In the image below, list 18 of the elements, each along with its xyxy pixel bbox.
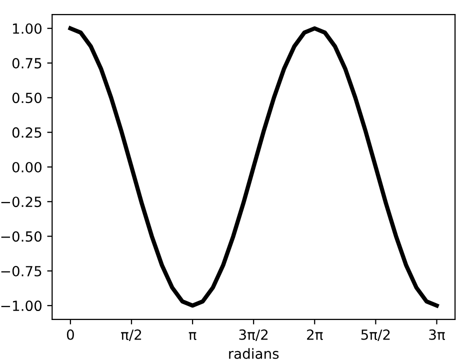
line-series [68, 26, 439, 308]
x-tick-label: 2π [307, 329, 323, 340]
y-tick-label: 0.00 [12, 162, 42, 172]
y-tick-label: −0.25 [1, 196, 42, 208]
x-axis-title: radians [229, 348, 279, 359]
x-tick-label: 3π [429, 329, 445, 340]
x-tick-label: π [188, 332, 196, 340]
y-tick-label: −1.00 [1, 300, 42, 312]
y-tick-label: −0.75 [1, 266, 42, 276]
x-tick-label: 5π/2 [361, 329, 390, 342]
y-tick-label: −0.50 [1, 231, 42, 242]
x-tick-label: 0 [66, 329, 74, 340]
x-tick-label: π/2 [121, 329, 142, 342]
y-tick-label: 1.00 [13, 23, 42, 34]
y-tick-label: 0.50 [12, 92, 42, 104]
x-tick-label: 3π/2 [239, 329, 268, 342]
y-tick-label: 0.75 [12, 58, 42, 69]
y-tick-label: 0.25 [12, 127, 42, 138]
